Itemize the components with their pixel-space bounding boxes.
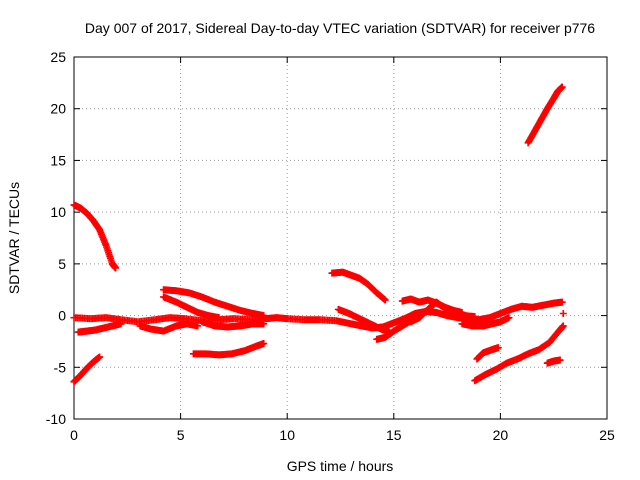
x-tick-label: 15	[386, 427, 402, 443]
y-tick-label: -10	[46, 411, 66, 427]
data-point	[215, 314, 223, 322]
y-tick-label: -5	[54, 359, 67, 375]
data-point	[558, 298, 566, 306]
series-8	[198, 318, 268, 331]
data-point	[558, 83, 566, 91]
series-16	[471, 322, 567, 385]
data-point	[471, 313, 479, 321]
series-14	[407, 298, 479, 326]
series-1	[70, 201, 120, 272]
series-15	[458, 314, 513, 330]
y-tick-label: 15	[50, 152, 66, 168]
plot-frame	[73, 56, 608, 420]
y-tick-label: 5	[58, 256, 66, 272]
data-point	[559, 310, 567, 318]
series-7	[160, 286, 268, 320]
x-tick-label: 0	[70, 427, 78, 443]
series-19	[524, 83, 566, 147]
y-tick-label: 25	[50, 49, 66, 65]
data-point	[505, 314, 513, 322]
data-point	[112, 264, 120, 272]
data-point	[556, 356, 564, 364]
grid-lines	[74, 57, 607, 419]
y-axis-label: SDTVAR / TECUs	[6, 182, 22, 294]
data-point	[260, 320, 268, 328]
data-point	[559, 322, 567, 330]
data-point	[194, 322, 202, 330]
series-5	[136, 320, 202, 335]
chart-title: Day 007 of 2017, Sidereal Day-to-day VTE…	[85, 20, 595, 36]
x-tick-label: 25	[599, 427, 615, 443]
data-point	[260, 312, 268, 320]
series-17	[473, 344, 502, 363]
axis-tick-labels: 0 5 10 15 20 25 -10 -5 0 5 10 15 20 25	[46, 49, 615, 443]
data-point	[260, 339, 268, 347]
series-10	[328, 268, 389, 304]
data-points	[70, 83, 567, 386]
series-2	[70, 353, 104, 386]
series-6	[160, 293, 223, 322]
y-tick-label: 0	[58, 308, 66, 324]
y-tick-label: 10	[50, 204, 66, 220]
data-point	[96, 353, 104, 361]
data-point	[381, 296, 389, 304]
data-point	[494, 344, 502, 352]
x-axis-label: GPS time / hours	[287, 458, 394, 474]
x-tick-label: 5	[177, 427, 185, 443]
series-9	[189, 339, 268, 359]
data-point	[117, 320, 125, 328]
y-tick-label: 20	[50, 101, 66, 117]
series-4	[74, 320, 125, 336]
series-18	[543, 356, 564, 367]
series-20	[559, 310, 567, 318]
x-tick-label: 20	[493, 427, 509, 443]
series-11	[334, 305, 394, 336]
x-tick-label: 10	[279, 427, 295, 443]
